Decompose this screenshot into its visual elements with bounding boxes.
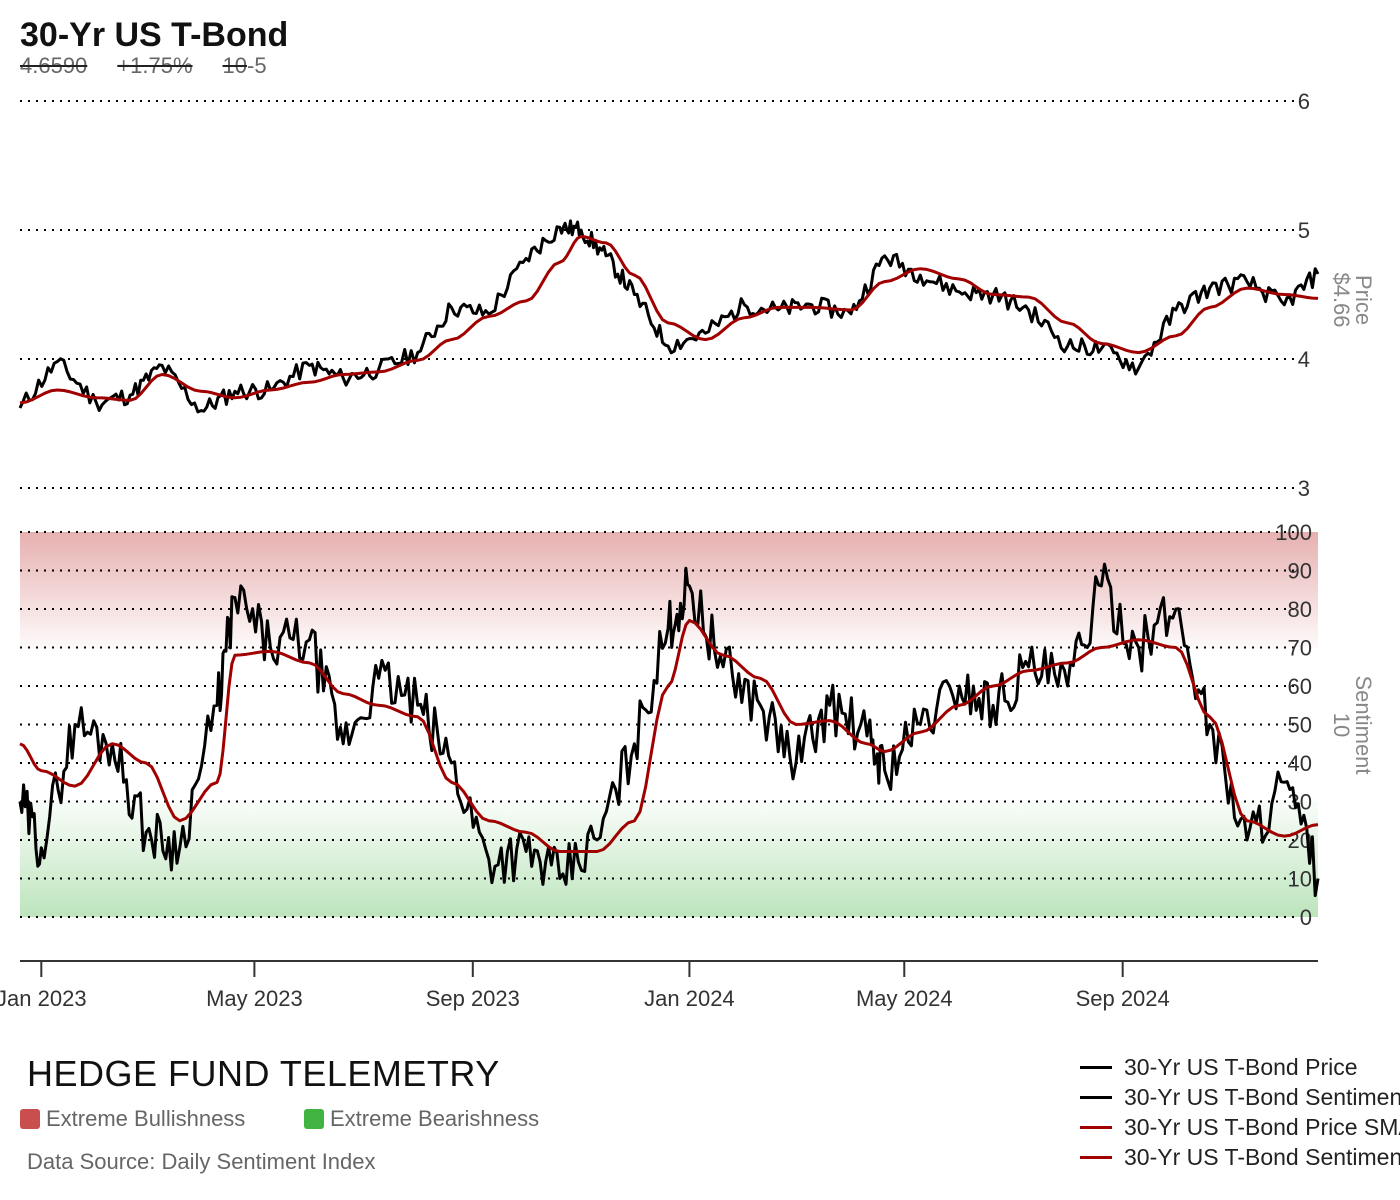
legend-item[interactable]: 30-Yr US T-Bond Sentiment SMA bbox=[1080, 1142, 1400, 1172]
sentiment-tick-label: 90 bbox=[1288, 559, 1312, 584]
data-source: Data Source: Daily Sentiment Index bbox=[27, 1149, 376, 1174]
sentiment-tick-label: 40 bbox=[1288, 751, 1312, 776]
summary-sentiment-change: -5 bbox=[247, 53, 267, 78]
summary-change: +1.75% bbox=[117, 53, 193, 78]
legend-line-icon bbox=[1080, 1155, 1112, 1159]
legend: 30-Yr US T-Bond Price 30-Yr US T-Bond Se… bbox=[1080, 1052, 1400, 1172]
x-axis: Jan 2023 May 2023 Sep 2023 Jan 2024 May 2024… bbox=[0, 960, 1318, 1011]
legend-line-icon bbox=[1080, 1125, 1112, 1129]
legend-label: 30-Yr US T-Bond Sentiment bbox=[1124, 1083, 1400, 1110]
bear-swatch bbox=[304, 1109, 324, 1129]
bear-key: Extreme Bearishness bbox=[304, 1106, 539, 1132]
x-tick-label: Sep 2023 bbox=[426, 986, 520, 1011]
sentiment-tick-label: 0 bbox=[1300, 905, 1312, 930]
price-tick-label: 6 bbox=[1298, 89, 1310, 114]
bull-key: Extreme Bullishness bbox=[20, 1106, 245, 1132]
chart-title: 30-Yr US T-Bond bbox=[20, 16, 289, 54]
brand-name: HEDGE FUND TELEMETRY bbox=[27, 1053, 500, 1094]
price-ylabel: Price$4.66 bbox=[1329, 272, 1376, 327]
legend-item[interactable]: 30-Yr US T-Bond Price bbox=[1080, 1052, 1400, 1082]
x-tick-label: Sep 2024 bbox=[1076, 986, 1170, 1011]
sentiment-tick-label: 80 bbox=[1288, 597, 1312, 622]
sentiment-ylabel-value: 10 bbox=[1329, 713, 1354, 737]
legend-line-icon bbox=[1080, 1065, 1112, 1069]
sentiment-tick-label: 70 bbox=[1288, 636, 1312, 661]
sentiment-tick-label: 50 bbox=[1288, 713, 1312, 738]
legend-line-icon bbox=[1080, 1095, 1112, 1099]
x-tick-label: May 2024 bbox=[856, 986, 953, 1011]
bull-swatch bbox=[20, 1109, 40, 1129]
x-tick-label: Jan 2024 bbox=[644, 986, 735, 1011]
price-ylabel-value: $4.66 bbox=[1329, 272, 1354, 327]
price-summary: 4.6590 +1.75% 10-5 bbox=[20, 53, 267, 79]
sentiment-sma-line bbox=[19, 619, 1319, 853]
price-tick-label: 3 bbox=[1298, 476, 1310, 501]
gridlines bbox=[20, 100, 1296, 918]
bear-zone bbox=[20, 801, 1318, 917]
sentiment-line bbox=[18, 562, 1320, 898]
legend-label: 30-Yr US T-Bond Price SMA bbox=[1124, 1113, 1400, 1140]
bear-label: Extreme Bearishness bbox=[330, 1106, 540, 1131]
summary-sentiment: 10 bbox=[222, 53, 248, 78]
legend-item[interactable]: 30-Yr US T-Bond Sentiment bbox=[1080, 1082, 1400, 1112]
price-line bbox=[18, 219, 1320, 414]
x-tick-label: Jan 2023 bbox=[0, 986, 87, 1011]
sentiment-tick-label: 60 bbox=[1288, 674, 1312, 699]
sentiment-tick-label: 100 bbox=[1275, 520, 1312, 545]
price-ylabel-title: Price bbox=[1351, 275, 1376, 325]
legend-item[interactable]: 30-Yr US T-Bond Price SMA bbox=[1080, 1112, 1400, 1142]
price-tick-label: 5 bbox=[1298, 218, 1310, 243]
sentiment-ylabel-title: Sentiment bbox=[1351, 675, 1376, 774]
series-lines bbox=[18, 219, 1320, 898]
x-tick-label: May 2023 bbox=[206, 986, 303, 1011]
legend-label: 30-Yr US T-Bond Sentiment SMA bbox=[1124, 1143, 1400, 1170]
bull-label: Extreme Bullishness bbox=[46, 1106, 246, 1131]
sentiment-tick-label: 10 bbox=[1288, 867, 1312, 892]
price-tick-label: 4 bbox=[1298, 347, 1310, 372]
legend-label: 30-Yr US T-Bond Price bbox=[1124, 1053, 1358, 1080]
price-sma-line bbox=[19, 234, 1319, 405]
summary-price: 4.6590 bbox=[20, 53, 88, 78]
